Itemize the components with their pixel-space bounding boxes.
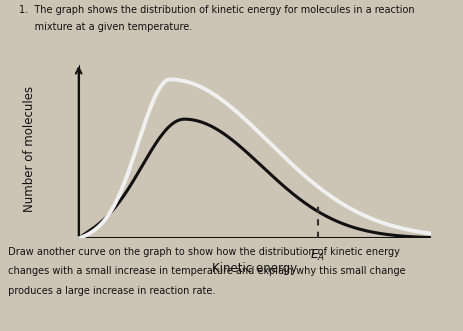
Text: mixture at a given temperature.: mixture at a given temperature. xyxy=(19,22,192,31)
Text: 1.  The graph shows the distribution of kinetic energy for molecules in a reacti: 1. The graph shows the distribution of k… xyxy=(19,5,414,15)
Text: changes with a small increase in temperature and explain why this small change: changes with a small increase in tempera… xyxy=(5,266,405,276)
Text: Number of molecules: Number of molecules xyxy=(23,86,36,212)
Text: produces a large increase in reaction rate.: produces a large increase in reaction ra… xyxy=(5,286,215,296)
Text: $E_A$: $E_A$ xyxy=(310,248,325,263)
Text: Kinetic energy: Kinetic energy xyxy=(212,261,297,274)
Text: Draw another curve on the graph to show how the distribution of kinetic energy: Draw another curve on the graph to show … xyxy=(5,247,400,257)
